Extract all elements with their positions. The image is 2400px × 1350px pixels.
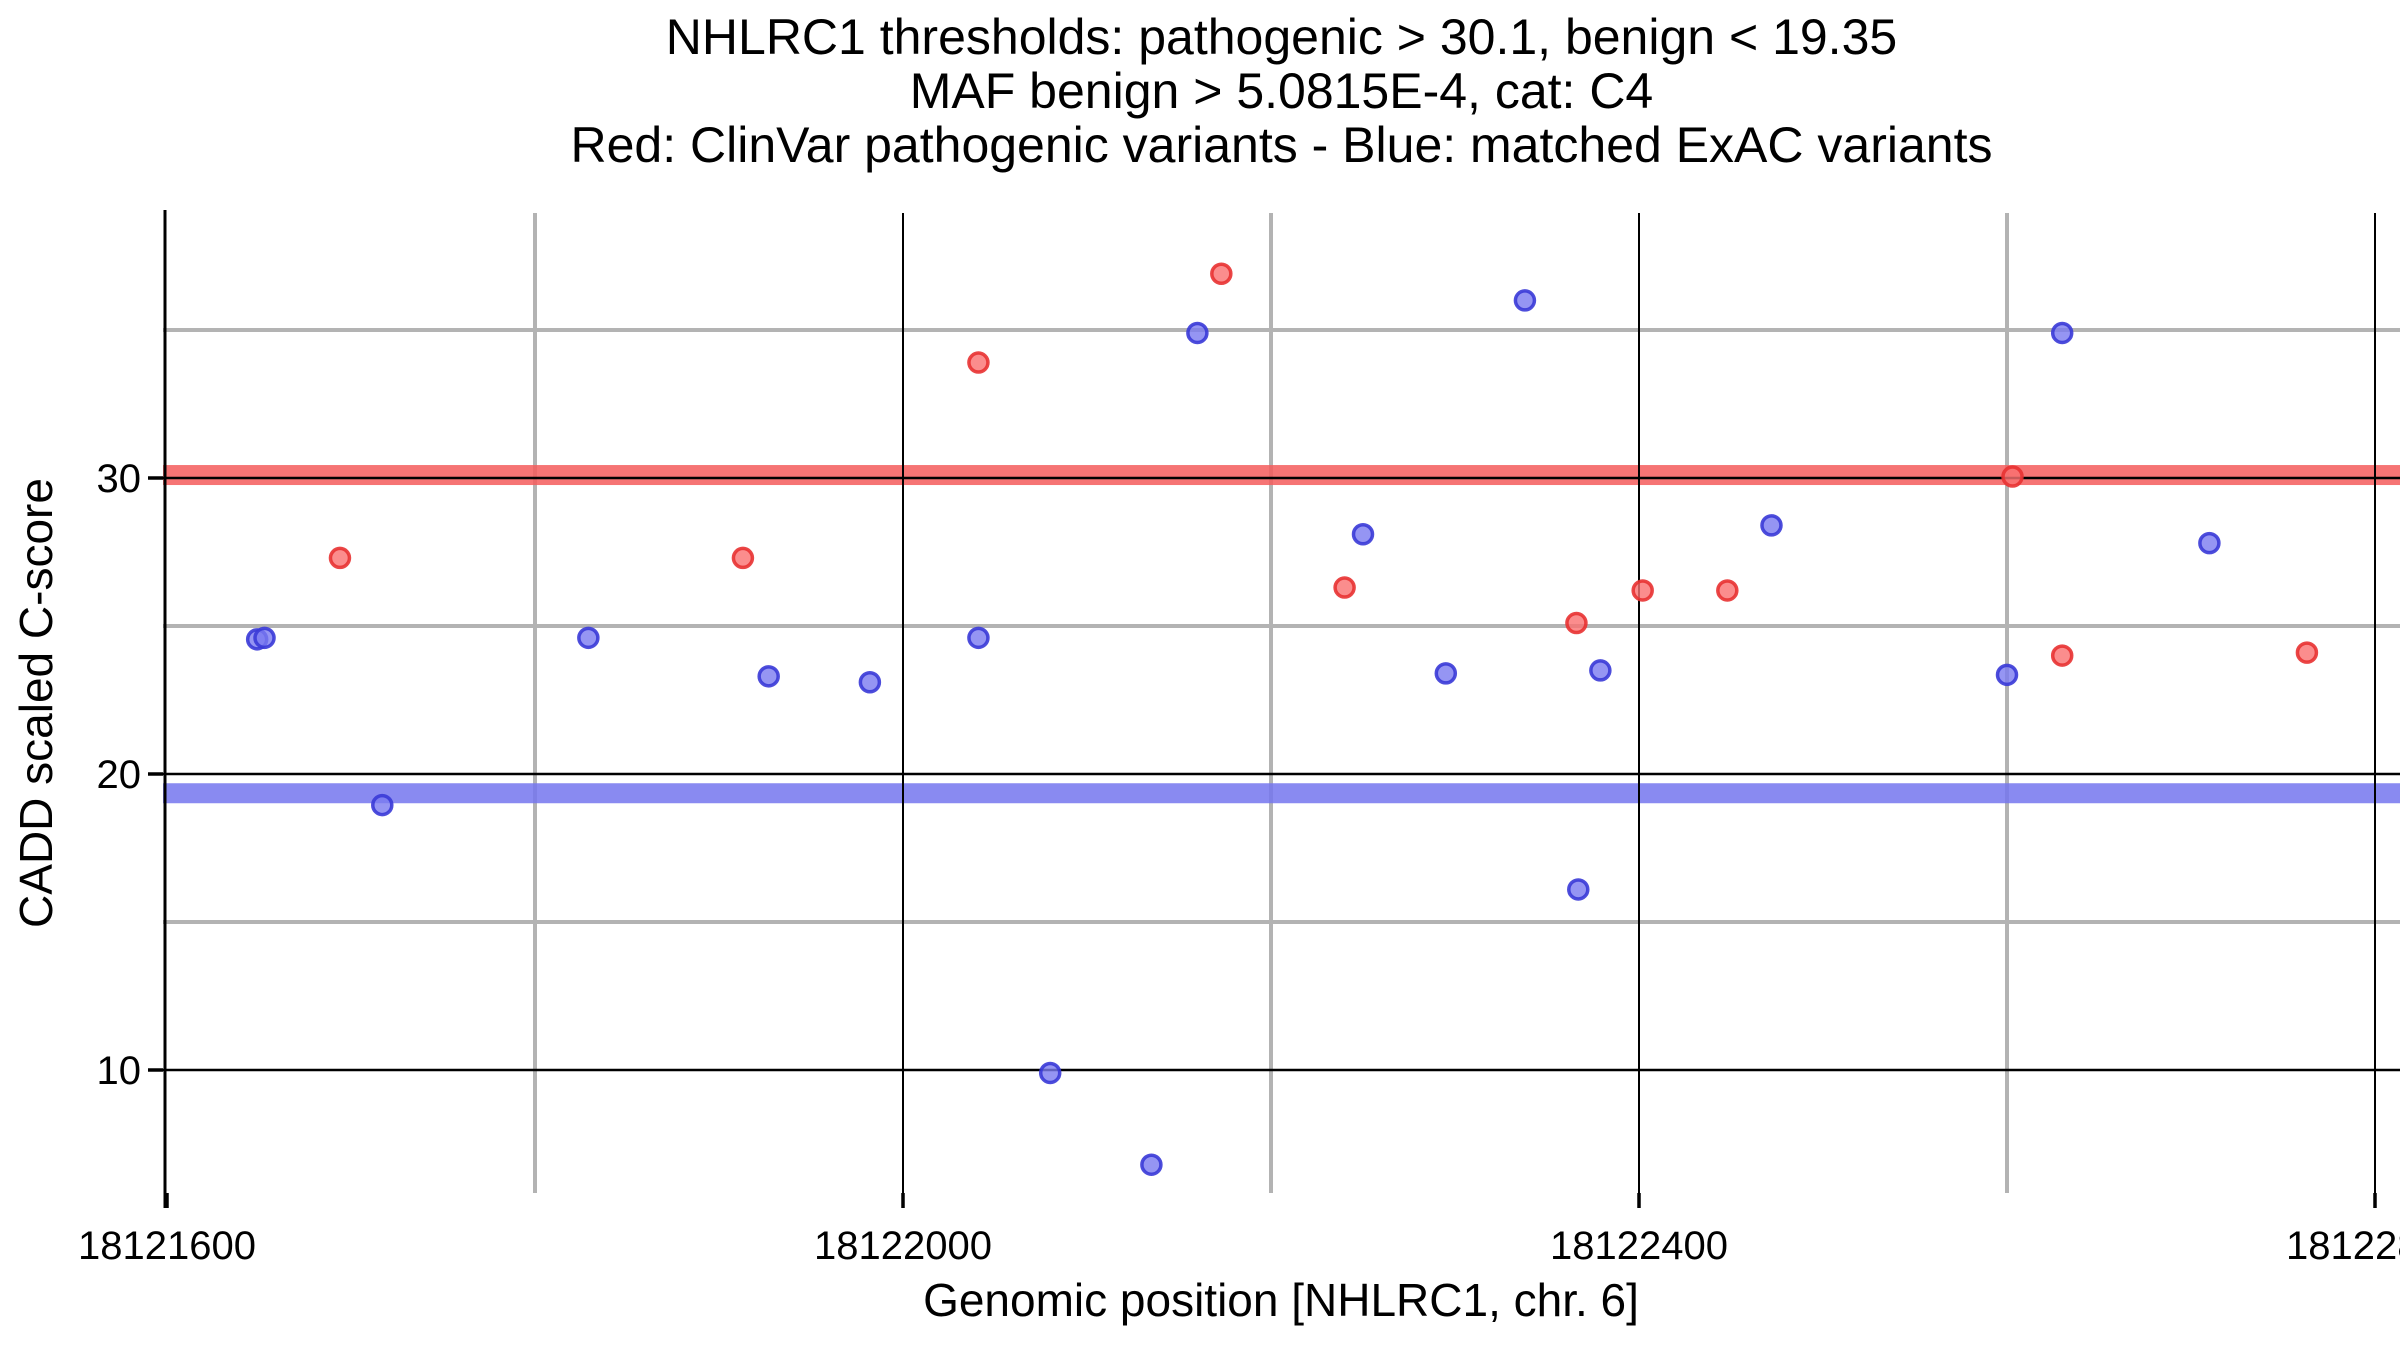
x-tick-label: 18121600 [78, 1224, 256, 1268]
point-exac-matched [577, 626, 600, 650]
point-exac-matched [1513, 289, 1537, 312]
point-clinvar-pathogenic [731, 546, 755, 570]
point-clinvar-pathogenic [2295, 641, 2319, 664]
pathogenic-threshold-band [163, 465, 2400, 486]
chart-title-line-2: MAF benign > 5.0815E-4, cat: C4 [909, 63, 1654, 119]
point-exac-matched [1434, 662, 1458, 685]
point-clinvar-pathogenic [328, 546, 352, 570]
benign-threshold-band [163, 783, 2400, 804]
point-exac-matched [253, 626, 276, 650]
point-exac-matched [1140, 1153, 1163, 1176]
point-exac-matched [1589, 659, 1612, 682]
point-clinvar-pathogenic [2001, 465, 2024, 488]
plot-area: 18121600 18122000 18122400 18122800 10 20 30 [78, 210, 2400, 1268]
chart-title-line-3: Red: ClinVar pathogenic variants - Blue:… [570, 117, 1993, 173]
x-axis-title: Genomic position [NHLRC1, chr. 6] [923, 1274, 1639, 1326]
point-exac-matched [2050, 321, 2074, 345]
point-exac-matched [757, 665, 780, 688]
y-tick-label: 30 [97, 457, 142, 501]
point-clinvar-pathogenic [1333, 576, 1356, 599]
point-exac-matched [1567, 878, 1590, 901]
point-clinvar-pathogenic [1210, 262, 1233, 286]
point-exac-matched [2198, 531, 2221, 555]
point-exac-matched [1995, 663, 2019, 687]
chart-title-line-1: NHLRC1 thresholds: pathogenic > 30.1, be… [665, 9, 1898, 65]
y-tick-label: 10 [97, 1049, 142, 1093]
point-clinvar-pathogenic [1565, 611, 1588, 635]
point-exac-matched [1351, 522, 1375, 546]
point-exac-matched [967, 626, 990, 650]
x-tick-label: 18122400 [1550, 1224, 1728, 1268]
point-exac-matched [371, 793, 394, 817]
point-exac-matched [858, 670, 882, 694]
chart-title: NHLRC1 thresholds: pathogenic > 30.1, be… [163, 10, 2400, 172]
point-exac-matched [1760, 514, 1783, 537]
y-tick-label: 20 [97, 753, 142, 797]
point-clinvar-pathogenic [1716, 579, 1739, 602]
y-axis-title: CADD scaled C-score [10, 478, 62, 928]
x-tick-label: 18122000 [814, 1224, 992, 1268]
point-clinvar-pathogenic [967, 351, 990, 374]
x-tick-label: 18122800 [2286, 1224, 2400, 1268]
point-clinvar-pathogenic [2050, 644, 2074, 667]
point-clinvar-pathogenic [1631, 579, 1654, 602]
point-exac-matched [1038, 1061, 1062, 1085]
point-exac-matched [1186, 321, 1209, 345]
